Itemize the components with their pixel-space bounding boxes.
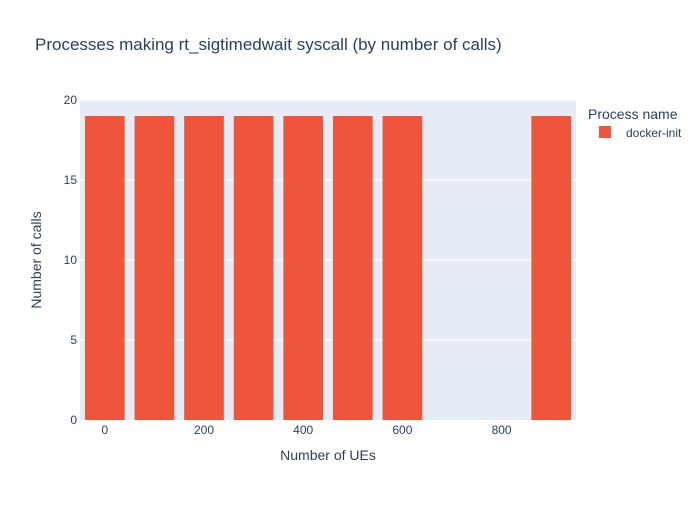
x-axis-ticks: 0 200 400 600 800 — [101, 423, 511, 437]
x-tick-label: 200 — [194, 423, 214, 437]
y-tick-label: 20 — [64, 93, 78, 107]
bar[interactable] — [233, 116, 274, 420]
x-tick-label: 0 — [101, 423, 108, 437]
bars — [84, 116, 572, 420]
chart-title: Processes making rt_sigtimedwait syscall… — [35, 35, 502, 54]
x-axis-title: Number of UEs — [280, 447, 376, 463]
y-tick-label: 10 — [64, 253, 78, 267]
legend-item[interactable]: docker-init — [599, 126, 682, 140]
legend-swatch — [599, 126, 611, 138]
y-axis-ticks: 0 5 10 15 20 — [64, 93, 78, 427]
bar[interactable] — [283, 116, 324, 420]
x-tick-label: 800 — [492, 423, 512, 437]
y-axis-title: Number of calls — [28, 211, 44, 308]
legend-title: Process name — [588, 106, 678, 122]
x-tick-label: 600 — [392, 423, 412, 437]
y-tick-label: 5 — [70, 333, 77, 347]
bar[interactable] — [134, 116, 175, 420]
x-tick-label: 400 — [293, 423, 313, 437]
bar[interactable] — [84, 116, 125, 420]
y-tick-label: 0 — [70, 413, 77, 427]
legend[interactable]: Process name docker-init — [588, 106, 682, 140]
y-tick-label: 15 — [64, 173, 78, 187]
bar[interactable] — [382, 116, 423, 420]
bar[interactable] — [332, 116, 373, 420]
bar[interactable] — [531, 116, 572, 420]
legend-label: docker-init — [626, 126, 682, 140]
bar[interactable] — [184, 116, 224, 420]
